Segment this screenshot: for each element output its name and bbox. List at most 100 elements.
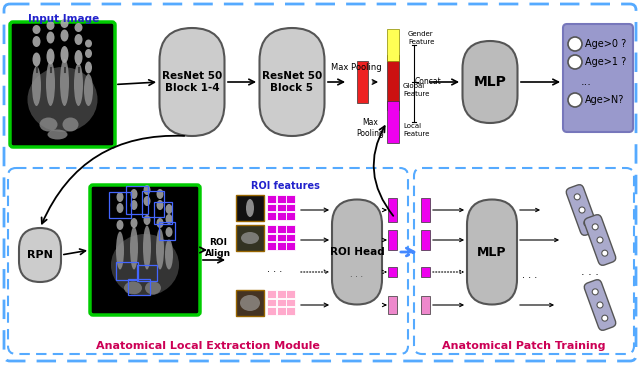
Ellipse shape [157,200,163,210]
Text: ROI features: ROI features [251,181,319,191]
Ellipse shape [246,199,254,217]
Text: · · ·: · · · [267,267,282,277]
Bar [276,225,285,233]
Ellipse shape [74,50,83,65]
Text: · · ·: · · · [581,270,599,280]
Bar [267,225,276,233]
FancyBboxPatch shape [90,185,200,315]
Text: ...: ... [581,77,592,87]
Circle shape [597,237,603,243]
Bar [420,230,429,250]
Bar [276,242,285,250]
Ellipse shape [74,23,83,32]
FancyBboxPatch shape [467,200,517,304]
Text: Gender
Feature: Gender Feature [408,31,435,45]
Bar [286,299,295,306]
Bar [387,101,399,143]
Bar [286,290,295,297]
Bar [387,29,399,61]
Bar [286,195,295,203]
Ellipse shape [143,196,150,206]
Bar [267,195,276,203]
FancyBboxPatch shape [19,228,61,282]
Bar [420,198,429,222]
Text: ResNet 50
Block 1-4: ResNet 50 Block 1-4 [162,71,222,93]
Ellipse shape [116,203,124,213]
Text: Age>1 ?: Age>1 ? [585,57,627,67]
Bar [267,234,276,241]
Bar [276,195,285,203]
Bar [137,265,157,281]
Ellipse shape [143,185,150,195]
Circle shape [579,207,585,213]
Text: Anatomical Local Extraction Module: Anatomical Local Extraction Module [96,341,320,351]
Ellipse shape [85,39,92,47]
Ellipse shape [130,227,138,269]
Text: Age>0 ?: Age>0 ? [585,39,627,49]
FancyBboxPatch shape [463,41,518,123]
Bar [267,299,276,306]
Bar [142,191,164,217]
Ellipse shape [47,31,54,43]
Bar [276,307,285,315]
Ellipse shape [143,226,151,269]
Bar [128,279,150,295]
Ellipse shape [131,218,138,228]
FancyBboxPatch shape [584,215,616,265]
Ellipse shape [61,30,68,42]
Text: ROI Head: ROI Head [330,247,385,257]
Circle shape [592,224,598,230]
Ellipse shape [157,218,163,228]
Bar [286,212,295,219]
Bar [159,222,175,240]
Ellipse shape [60,59,69,106]
Circle shape [602,315,608,321]
Ellipse shape [131,189,138,199]
Text: ROI
Align: ROI Align [205,238,231,258]
Ellipse shape [47,21,54,30]
FancyBboxPatch shape [566,185,598,235]
Bar [267,290,276,297]
Circle shape [597,302,603,308]
Circle shape [602,250,608,256]
Circle shape [568,37,582,51]
Bar [267,204,276,211]
Ellipse shape [116,220,124,230]
FancyBboxPatch shape [332,200,382,304]
Ellipse shape [61,46,68,63]
Bar [109,192,131,218]
Ellipse shape [74,63,83,106]
Text: Input Image: Input Image [28,14,99,24]
Bar [387,54,399,110]
FancyBboxPatch shape [584,280,616,330]
Bar [387,230,397,250]
Text: MLP: MLP [474,75,506,89]
Bar [276,204,285,211]
Bar [276,299,285,306]
FancyBboxPatch shape [10,22,115,147]
Ellipse shape [124,281,142,295]
Ellipse shape [157,189,163,199]
Ellipse shape [28,67,97,132]
Circle shape [584,220,590,226]
Bar [154,202,172,224]
Bar [267,212,276,219]
Ellipse shape [40,118,58,131]
Bar [286,204,295,211]
Ellipse shape [145,281,161,295]
Ellipse shape [116,231,124,269]
Bar [236,195,264,221]
Ellipse shape [85,49,92,58]
Ellipse shape [111,234,179,296]
Circle shape [574,194,580,200]
Ellipse shape [143,215,150,225]
Bar [387,267,397,277]
Bar [267,307,276,315]
Text: Concat: Concat [415,77,442,87]
Bar [276,234,285,241]
Circle shape [568,55,582,69]
Bar [267,242,276,250]
FancyBboxPatch shape [563,24,633,132]
Text: RPN: RPN [27,250,53,260]
Bar [420,267,429,277]
